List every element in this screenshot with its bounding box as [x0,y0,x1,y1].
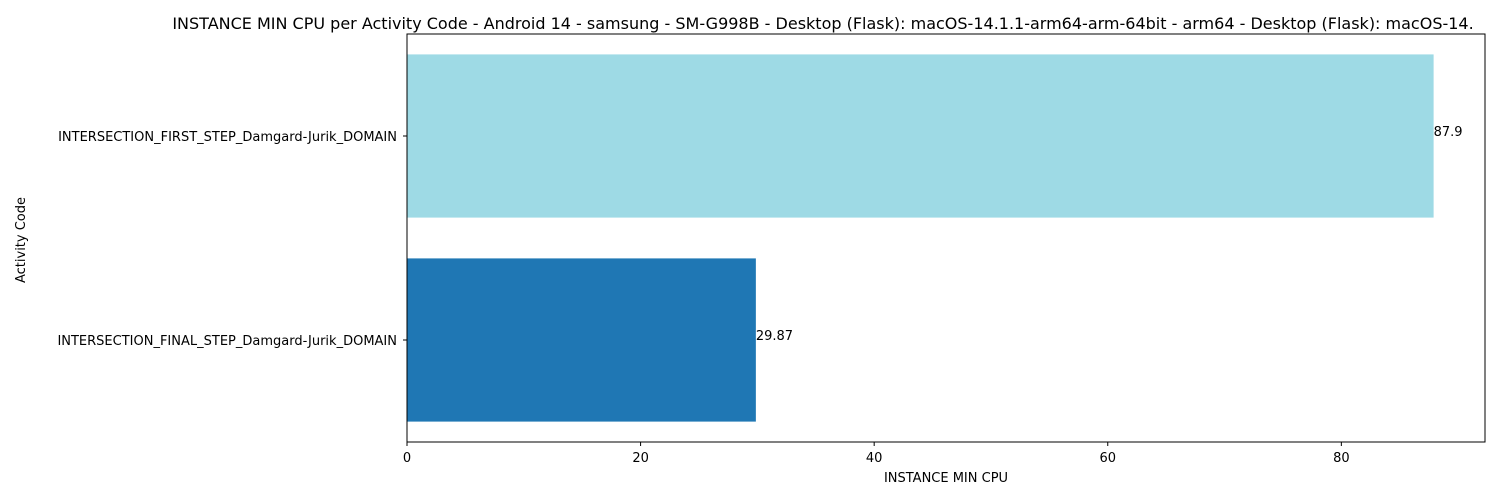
x-tick-label-3: 40 [866,451,883,466]
x-tick-label-2: 20 [632,451,649,466]
bar-value-label-2: 29.87 [756,329,793,344]
x-axis-ticks: 0 20 40 60 80 [403,442,1350,466]
y-axis-ticks: INTERSECTION_FIRST_STEP_Damgard-Jurik_DO… [57,130,407,349]
bar-1 [407,54,1434,218]
plot-frame [406,33,1486,443]
bar-value-label-1: 87.9 [1434,125,1463,140]
y-tick-label-2: INTERSECTION_FINAL_STEP_Damgard-Jurik_DO… [57,334,397,349]
bars-group: 87.9 29.87 [407,54,1463,422]
plot-border [406,33,1486,443]
x-tick-label-5: 80 [1333,451,1350,466]
x-tick-label-1: 0 [403,451,411,466]
chart-title: INSTANCE MIN CPU per Activity Code - And… [172,14,1473,33]
bar-2 [407,258,756,422]
x-axis-title: INSTANCE MIN CPU [884,471,1008,486]
y-tick-label-1: INTERSECTION_FIRST_STEP_Damgard-Jurik_DO… [58,130,397,145]
x-tick-label-4: 60 [1099,451,1116,466]
y-axis-title: Activity Code [14,197,29,283]
